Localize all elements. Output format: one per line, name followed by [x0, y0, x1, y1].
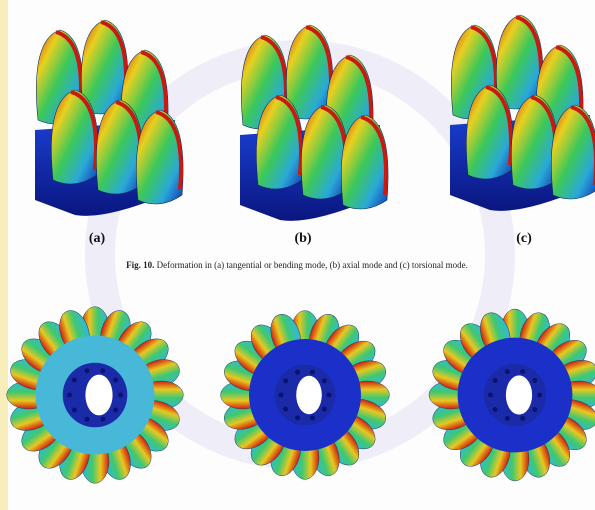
bolt-hole	[118, 393, 123, 398]
wheel-hole	[296, 376, 322, 414]
bolt-hole	[520, 416, 525, 421]
caption: Fig. 10. Deformation in (a) tangential o…	[126, 260, 468, 270]
bolt-hole	[283, 407, 288, 412]
bolt-hole	[113, 407, 118, 412]
caption-text: Deformation in (a) tangential or bending…	[157, 260, 468, 270]
bolt-hole	[100, 417, 105, 422]
bolt-hole	[505, 416, 510, 421]
subfigure-label: (a)	[89, 231, 106, 246]
page: (a) (b) (c) Fig. 10. Deformation in (a) …	[0, 0, 595, 510]
bolt-hole	[493, 378, 498, 383]
figure: (a) (b) (c) Fig. 10. Deformation in (a) …	[0, 0, 595, 510]
bolt-hole	[327, 393, 332, 398]
bolt-hole	[537, 393, 542, 398]
bolt-hole	[532, 407, 537, 412]
top-images	[35, 15, 595, 221]
runner-part	[35, 20, 183, 216]
bolt-hole	[85, 417, 90, 422]
watermark-edge	[0, 0, 8, 510]
bolt-hole	[100, 368, 105, 373]
bolt-hole	[310, 370, 315, 375]
runner-part	[450, 15, 595, 211]
bolt-hole	[283, 378, 288, 383]
bolt-hole	[85, 368, 90, 373]
subfigure-label: (c)	[516, 231, 532, 246]
wheel-hole	[85, 375, 112, 416]
bolt-hole	[322, 378, 327, 383]
wheel	[429, 309, 595, 481]
bolt-hole	[295, 415, 300, 420]
wheel-hole	[506, 375, 532, 414]
caption-label: Fig. 10.	[126, 260, 154, 270]
bolt-hole	[72, 378, 77, 383]
bolt-hole	[295, 370, 300, 375]
bolt-hole	[493, 407, 498, 412]
bolt-hole	[279, 393, 284, 398]
bolt-hole	[532, 378, 537, 383]
subfigure-label: (b)	[294, 231, 311, 246]
bolt-hole	[520, 369, 525, 374]
bolt-hole	[113, 378, 118, 383]
wheel-images	[7, 307, 595, 484]
bolt-hole	[72, 407, 77, 412]
bolt-hole	[505, 369, 510, 374]
bolt-hole	[310, 415, 315, 420]
bolt-hole	[322, 407, 327, 412]
wheel	[7, 307, 184, 484]
bolt-hole	[488, 393, 493, 398]
bolt-hole	[67, 393, 72, 398]
